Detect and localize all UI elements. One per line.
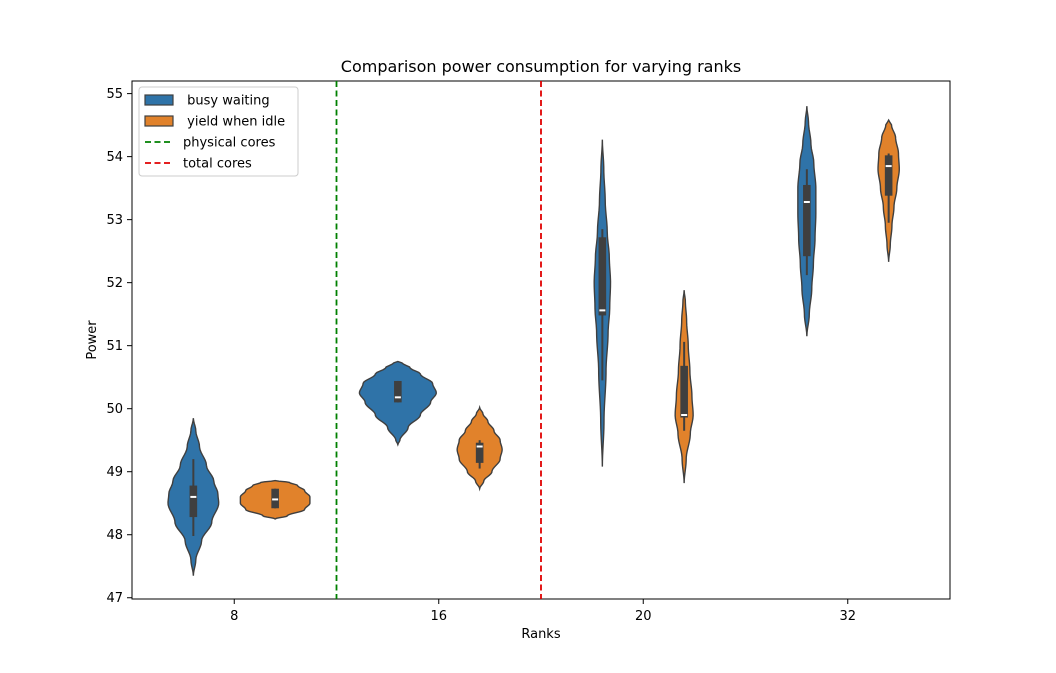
legend-entry: busy waiting [144,94,270,109]
y-axis-label: Power [85,320,100,360]
violin-box [394,380,402,403]
violin-32-yield-when-idle [877,118,900,262]
violin-body [358,360,437,447]
x-axis-label: Ranks [521,627,560,642]
violin-box [884,155,893,196]
y-tick-label: 55 [106,87,123,102]
legend-entry: yield when idle [144,115,285,130]
violin-20-busy-waiting [593,139,612,467]
y-tick-label: 47 [106,591,123,606]
y-tick-label: 53 [106,213,123,228]
x-tick-label: 20 [635,609,652,624]
y-tick-label: 50 [106,402,123,417]
violin-8-yield-when-idle [239,479,311,520]
violin-box [803,184,811,257]
x-tick-label: 8 [230,609,238,624]
legend-entry: total cores [145,157,252,172]
y-tick-label: 49 [106,465,123,480]
legend-label: physical cores [183,136,276,151]
y-tick-label: 51 [106,339,123,354]
violin-box [598,237,607,316]
legend-label: total cores [183,157,252,172]
legend-label: yield when idle [183,115,285,130]
violins-layer [167,106,900,576]
legend-swatch [144,115,174,127]
legend-entry: physical cores [145,136,276,151]
legend-swatch [144,94,174,106]
y-tick-label: 54 [106,150,123,165]
violin-box [189,485,198,518]
y-tick-label: 52 [106,276,123,291]
x-tick-label: 32 [839,609,856,624]
x-axis: 8 16 20 32 [230,599,856,624]
violin-box [680,365,688,418]
y-tick-label: 48 [106,528,123,543]
legend-box [138,86,299,177]
legend-label: busy waiting [183,94,270,109]
violin-32-busy-waiting [797,106,817,337]
violin-8-busy-waiting [167,418,220,576]
violin-20-yield-when-idle [674,290,694,484]
legend: busy waiting yield when idle physical cor… [138,86,299,177]
chart-title: Comparison power consumption for varying… [341,57,741,76]
violin-box [475,442,484,463]
y-axis: 47 48 49 50 51 52 53 54 55 [106,87,132,606]
violin-16-yield-when-idle [456,404,503,492]
reference-lines-layer [335,81,542,599]
violin-16-busy-waiting [358,360,437,447]
x-tick-label: 16 [430,609,447,624]
